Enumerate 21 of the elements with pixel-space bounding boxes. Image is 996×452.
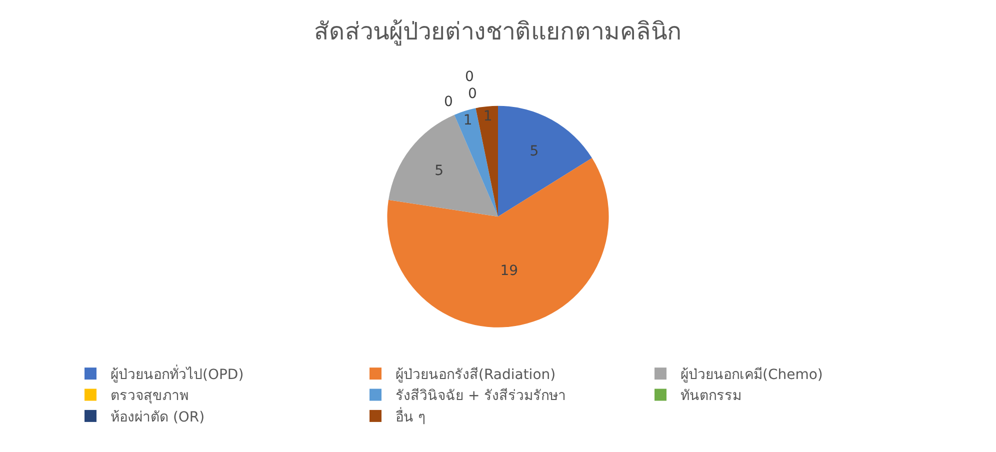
legend-label: อื่น ๆ xyxy=(396,407,426,426)
data-label: 19 xyxy=(500,262,518,279)
legend-label: ตรวจสุขภาพ xyxy=(110,388,188,404)
legend-label: ห้องผ่าตัด (OR) xyxy=(110,409,205,426)
legend-label: ผู้ป่วยนอกเคมี(Chemo) xyxy=(680,367,823,384)
pie-slice xyxy=(476,106,498,217)
data-label: 1 xyxy=(463,112,472,129)
text: 0 xyxy=(444,94,453,110)
text: 0 xyxy=(465,69,474,85)
pie-slice xyxy=(387,158,609,328)
data-label: 5 xyxy=(530,143,539,160)
legend-label: รังสีวินิจฉัย + รังสีร่วมรักษา xyxy=(396,388,566,404)
legend-label: ผู้ป่วยนอกรังสี(Radiation) xyxy=(396,367,556,384)
data-label: 1 xyxy=(483,108,492,125)
text: 0 xyxy=(468,86,477,102)
chart-title: สัดส่วนผู้ป่วยต่างชาติแยกตามคลินิก xyxy=(314,17,682,46)
legend-label: ทันตกรรม xyxy=(680,388,742,404)
pie-slice xyxy=(498,106,592,217)
legend-label: ผู้ป่วยนอกทั่วไป(OPD) xyxy=(110,365,244,384)
pie-slice xyxy=(454,108,498,217)
data-label: 5 xyxy=(434,162,444,179)
